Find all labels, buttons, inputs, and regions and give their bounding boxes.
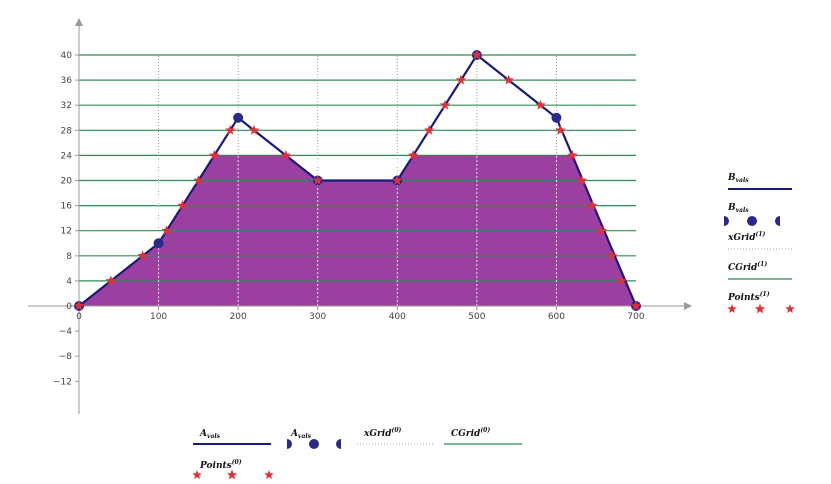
y-tick-label: 4 xyxy=(66,277,72,287)
star-point xyxy=(503,74,514,85)
y-tick-label: 36 xyxy=(61,76,73,86)
legend-bottom-sample xyxy=(226,469,238,480)
x-tick-label: 600 xyxy=(548,312,565,322)
series-layer xyxy=(73,49,642,311)
legend-right-label: Points(1) xyxy=(727,291,770,303)
star-point xyxy=(596,225,607,236)
y-tick-label: 24 xyxy=(61,151,73,161)
star-point xyxy=(193,175,204,185)
star-point xyxy=(280,149,292,160)
legend-right-sample xyxy=(747,216,757,226)
y-tick-label: 0 xyxy=(66,302,72,312)
star-point xyxy=(248,124,260,135)
marker-b-vals xyxy=(551,112,562,123)
legend-right-sample xyxy=(775,216,780,226)
x-tick-label: 700 xyxy=(627,312,644,322)
star-point xyxy=(423,124,435,135)
legend-right-sample xyxy=(727,304,737,313)
star-point xyxy=(312,175,323,185)
legend-bottom-sample xyxy=(287,439,292,449)
star-point xyxy=(455,74,467,85)
legend-bottom-sample xyxy=(309,439,319,449)
star-point xyxy=(177,200,188,210)
y-tick-label: 28 xyxy=(61,126,73,136)
star-point xyxy=(392,175,403,185)
x-tick-label: 400 xyxy=(389,312,406,322)
y-tick-label: 32 xyxy=(61,101,72,111)
star-point xyxy=(137,250,148,261)
legend-right-label: Bvals xyxy=(727,173,749,184)
line-b-vals xyxy=(78,53,638,307)
star-point xyxy=(587,200,598,210)
y-tick-label: 40 xyxy=(61,51,73,61)
star-point xyxy=(576,175,588,185)
y-tick-label: 12 xyxy=(61,227,72,237)
star-point xyxy=(209,149,220,160)
legend-bottom-label: Points(0) xyxy=(199,459,242,471)
legend-right-label: xGrid(1) xyxy=(727,231,766,243)
legend-bottom-sample xyxy=(336,439,341,449)
legend-right-sample xyxy=(754,303,766,314)
x-tick-label: 0 xyxy=(76,312,82,322)
legend-bottom-label: CGrid(0) xyxy=(451,427,490,439)
legend-right-label: Bvals xyxy=(727,203,749,214)
x-tick-label: 300 xyxy=(309,312,326,322)
legend-layer: Bvals Bvals xGrid(1) CGrid(1) Points(1) Avals… xyxy=(192,173,795,480)
y-tick-label: 20 xyxy=(61,177,73,187)
star-point xyxy=(105,275,117,286)
x-tick-label: 100 xyxy=(150,312,167,322)
star-point xyxy=(616,275,627,286)
marker-b-vals xyxy=(233,112,244,123)
legend-bottom-label: Avals xyxy=(290,429,312,440)
y-tick-label: 16 xyxy=(61,202,73,212)
star-point xyxy=(535,99,546,110)
x-axis-arrow xyxy=(684,302,692,310)
star-point xyxy=(225,124,236,135)
star-point xyxy=(161,225,172,236)
legend-right-label: CGrid(1) xyxy=(728,261,767,273)
y-tick-label: −4 xyxy=(59,327,73,337)
star-point xyxy=(439,99,451,110)
legend-bottom-label: xGrid(0) xyxy=(363,427,402,439)
y-tick-label: −12 xyxy=(53,377,72,387)
star-point xyxy=(73,300,85,311)
y-tick-label: −8 xyxy=(59,352,73,362)
star-point xyxy=(630,300,642,311)
legend-bottom-label: Avals xyxy=(199,429,221,440)
legend-right-sample xyxy=(724,216,729,226)
star-point xyxy=(606,250,618,261)
y-axis-arrow xyxy=(75,18,83,26)
star-point xyxy=(555,124,566,135)
x-tick-label: 500 xyxy=(468,312,485,322)
axes-layer xyxy=(28,18,692,414)
star-point xyxy=(471,49,483,60)
star-point xyxy=(408,149,419,160)
legend-bottom-sample xyxy=(264,470,274,479)
marker-b-vals xyxy=(153,238,164,249)
y-tick-label: 8 xyxy=(66,252,72,262)
legend-bottom-sample xyxy=(192,470,202,479)
star-point xyxy=(567,149,578,160)
legend-right-sample xyxy=(785,304,795,313)
x-tick-label: 200 xyxy=(230,312,247,322)
